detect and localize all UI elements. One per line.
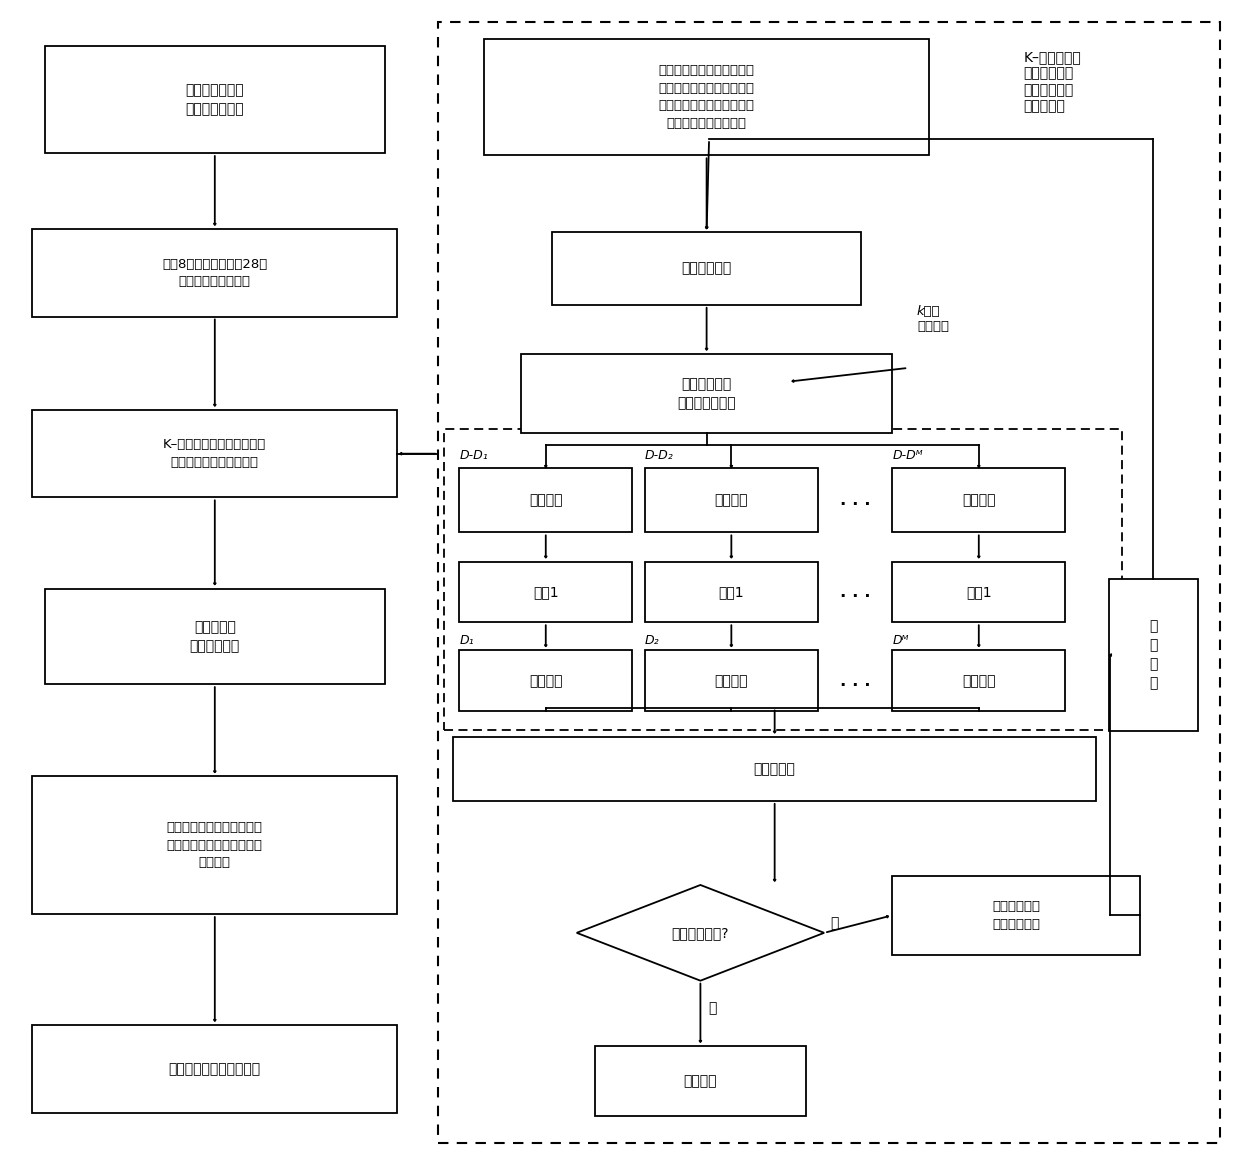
Text: 模型学习: 模型学习: [529, 494, 563, 508]
Text: 计算适应度: 计算适应度: [754, 762, 796, 776]
Bar: [645, 468, 818, 532]
Bar: [32, 777, 397, 914]
Text: 确定变压器的故
障类型和特征量: 确定变压器的故 障类型和特征量: [186, 83, 244, 116]
Bar: [521, 353, 893, 433]
Bar: [645, 562, 818, 622]
Text: 模型学习: 模型学习: [962, 494, 996, 508]
Text: D₁: D₁: [459, 634, 474, 647]
Text: 模型1: 模型1: [533, 585, 558, 599]
Text: 根据8种故障类型构建28个
支持向量机二分类器: 根据8种故障类型构建28个 支持向量机二分类器: [162, 257, 268, 288]
Bar: [32, 410, 397, 497]
Text: K–折交叉验证
与人工蜂群算
法的支持向量
机参数优化: K–折交叉验证 与人工蜂群算 法的支持向量 机参数优化: [1023, 50, 1081, 113]
Text: . . .: . . .: [839, 491, 870, 509]
Text: 输出变压器故障诊断结果: 输出变压器故障诊断结果: [169, 1062, 260, 1075]
Bar: [1109, 579, 1198, 731]
Text: 模型1: 模型1: [718, 585, 744, 599]
Text: . . .: . . .: [839, 672, 870, 689]
Bar: [459, 651, 632, 711]
Polygon shape: [577, 885, 825, 980]
Bar: [438, 22, 1220, 1143]
Bar: [893, 651, 1065, 711]
Bar: [444, 428, 1122, 730]
Bar: [893, 468, 1065, 532]
Text: D-D₁: D-D₁: [459, 449, 487, 462]
Text: 输出结果: 输出结果: [683, 1074, 717, 1088]
Text: 模型验证: 模型验证: [714, 674, 748, 688]
Text: D₂: D₂: [645, 634, 660, 647]
Text: 更
新
种
群: 更 新 种 群: [1149, 620, 1157, 690]
Text: 支持向量机
泛化误差估计: 支持向量机 泛化误差估计: [190, 620, 239, 653]
Bar: [45, 46, 384, 153]
Text: 模型验证: 模型验证: [529, 674, 563, 688]
Bar: [459, 468, 632, 532]
Bar: [453, 737, 1096, 801]
Text: 模型1: 模型1: [966, 585, 992, 599]
Bar: [893, 875, 1140, 955]
Bar: [32, 1025, 397, 1113]
Text: 否: 否: [831, 916, 838, 930]
Bar: [45, 589, 384, 684]
Text: 产生初始种群: 产生初始种群: [682, 262, 732, 276]
Text: 交叉搜索、计
算新适应度值: 交叉搜索、计 算新适应度值: [992, 900, 1040, 930]
Text: D-D₂: D-D₂: [645, 449, 673, 462]
Text: 基于改进自适应重排序有向
无环图支持向量机的变压器
故障诊断: 基于改进自适应重排序有向 无环图支持向量机的变压器 故障诊断: [167, 821, 263, 869]
Text: Dᴹ: Dᴹ: [893, 634, 909, 647]
Bar: [645, 651, 818, 711]
Text: 是否满足条件?: 是否满足条件?: [672, 925, 729, 940]
Bar: [484, 39, 929, 156]
Bar: [459, 562, 632, 622]
Text: 初始化，包括：最大迭代次
数、种群个数、个体最大更
新次数、惩罚因子和核函数
参数的最大值和最小值: 初始化，包括：最大迭代次 数、种群个数、个体最大更 新次数、惩罚因子和核函数 参…: [658, 64, 755, 130]
Text: . . .: . . .: [839, 583, 870, 601]
Text: D-Dᴹ: D-Dᴹ: [893, 449, 923, 462]
Text: 是: 是: [708, 1002, 717, 1016]
Text: 模型验证: 模型验证: [962, 674, 996, 688]
Text: 模型学习: 模型学习: [714, 494, 748, 508]
Text: 更新惩罚因子
和核函数参数值: 更新惩罚因子 和核函数参数值: [677, 377, 735, 410]
Text: k折线
交叉确认: k折线 交叉确认: [916, 305, 949, 333]
Bar: [893, 562, 1065, 622]
Text: K–折交叉验证与人工蜂群算
法的支持向量机参数优化: K–折交叉验证与人工蜂群算 法的支持向量机参数优化: [164, 439, 267, 469]
Bar: [595, 1046, 806, 1116]
Bar: [32, 229, 397, 317]
Bar: [552, 233, 862, 305]
